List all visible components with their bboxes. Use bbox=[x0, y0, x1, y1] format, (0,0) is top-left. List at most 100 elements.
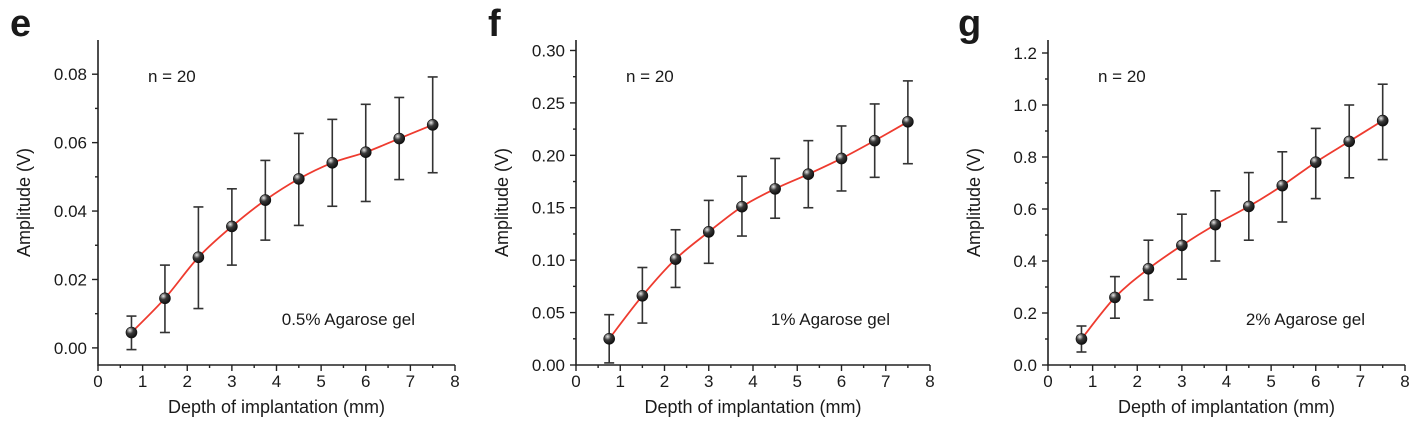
sample-size-label: n = 20 bbox=[1098, 67, 1146, 86]
y-tick-label: 0.25 bbox=[532, 94, 565, 113]
x-tick-label: 7 bbox=[881, 372, 890, 391]
data-point bbox=[1243, 200, 1255, 213]
x-tick-label: 8 bbox=[925, 372, 934, 391]
x-tick-label: 3 bbox=[227, 372, 236, 391]
data-point bbox=[159, 292, 171, 305]
data-point bbox=[1109, 291, 1121, 304]
fit-curve bbox=[130, 124, 434, 334]
panel-letter: g bbox=[958, 3, 981, 45]
data-point bbox=[293, 173, 305, 185]
x-tick-label: 1 bbox=[1088, 372, 1097, 391]
panel-letter: f bbox=[488, 3, 501, 45]
chart-panel-g: g 0 1 2 3 4 5 6 7 8 0.0 0.2 0.4 0.6 0.8 1.0 1.2 Depth of … bbox=[950, 0, 1419, 430]
y-tick-label: 0.30 bbox=[532, 41, 565, 60]
y-tick-label: 0.0 bbox=[1013, 356, 1037, 375]
data-point bbox=[426, 119, 439, 131]
y-tick-label: 0.10 bbox=[532, 251, 565, 270]
x-axis-title: Depth of implantation (mm) bbox=[644, 397, 861, 417]
x-tick-label: 5 bbox=[793, 372, 802, 391]
x-tick-label: 3 bbox=[1177, 372, 1186, 391]
x-tick-label: 0 bbox=[1043, 372, 1052, 391]
y-axis-title: Amplitude (V) bbox=[964, 148, 984, 257]
y-tick-label: 0.6 bbox=[1013, 200, 1037, 219]
y-tick-label: 0.02 bbox=[54, 270, 87, 289]
y-tick-label: 0.15 bbox=[532, 199, 565, 218]
y-axis-title: Amplitude (V) bbox=[492, 148, 512, 257]
x-tick-label: 4 bbox=[272, 372, 281, 391]
data-point bbox=[603, 332, 615, 345]
data-point bbox=[1142, 262, 1155, 275]
x-tick-label: 1 bbox=[616, 372, 625, 391]
x-tick-label: 7 bbox=[1356, 372, 1365, 391]
data-point bbox=[125, 326, 138, 339]
data-point bbox=[736, 200, 748, 213]
data-point bbox=[359, 146, 372, 159]
x-tick-label: 6 bbox=[1311, 372, 1320, 391]
x-tick-label: 5 bbox=[1266, 372, 1275, 391]
x-tick-label: 3 bbox=[704, 372, 713, 391]
medium-label: 1% Agarose gel bbox=[771, 310, 890, 329]
x-tick-label: 2 bbox=[660, 372, 669, 391]
data-point bbox=[1343, 135, 1356, 148]
y-tick-label: 0.20 bbox=[532, 146, 565, 165]
data-point bbox=[669, 253, 682, 265]
data-point bbox=[1276, 179, 1289, 192]
medium-label: 0.5% Agarose gel bbox=[282, 310, 415, 329]
medium-label: 2% Agarose gel bbox=[1246, 310, 1365, 329]
y-tick-label: 1.2 bbox=[1013, 44, 1037, 63]
fit-curve bbox=[608, 120, 909, 340]
x-tick-label: 0 bbox=[93, 372, 102, 391]
y-tick-label: 1.0 bbox=[1013, 96, 1037, 115]
chart-svg-g: g 0 1 2 3 4 5 6 7 8 0.0 0.2 0.4 0.6 0.8 1.0 1.2 Depth of … bbox=[958, 3, 1410, 417]
data-point bbox=[226, 220, 238, 233]
x-tick-label: 6 bbox=[361, 372, 370, 391]
data-point bbox=[326, 157, 339, 169]
data-point bbox=[1075, 333, 1088, 345]
data-point bbox=[868, 134, 881, 147]
x-tick-label: 0 bbox=[571, 372, 580, 391]
y-tick-label: 0.00 bbox=[54, 339, 87, 358]
x-tick-label: 8 bbox=[1400, 372, 1409, 391]
x-axis-title: Depth of implantation (mm) bbox=[1118, 397, 1335, 417]
data-point bbox=[636, 290, 649, 302]
panel-letter: e bbox=[10, 3, 31, 45]
data-point bbox=[835, 152, 848, 165]
chart-svg-e: e 0 1 2 3 4 5 6 7 8 0.00 0.02 0.04 0.06 0.08 Depth of i… bbox=[10, 3, 460, 417]
fit-curve bbox=[1080, 119, 1384, 340]
chart-panel-f: f 0 1 2 3 4 5 6 7 8 0.00 0.05 0.10 0.15 0.20 0.25 0.30 De… bbox=[478, 0, 948, 430]
x-tick-label: 2 bbox=[1133, 372, 1142, 391]
y-axis-title: Amplitude (V) bbox=[14, 148, 34, 257]
x-tick-label: 8 bbox=[450, 372, 459, 391]
y-tick-label: 0.8 bbox=[1013, 148, 1037, 167]
x-tick-label: 4 bbox=[1222, 372, 1231, 391]
x-tick-label: 7 bbox=[406, 372, 415, 391]
y-tick-label: 0.05 bbox=[532, 304, 565, 323]
sample-size-label: n = 20 bbox=[626, 67, 674, 86]
x-tick-label: 5 bbox=[316, 372, 325, 391]
data-point bbox=[192, 251, 205, 264]
x-tick-label: 4 bbox=[748, 372, 757, 391]
data-point bbox=[1309, 156, 1322, 168]
x-tick-label: 1 bbox=[138, 372, 147, 391]
data-point bbox=[1176, 239, 1188, 252]
data-point bbox=[769, 183, 781, 195]
data-point bbox=[1209, 218, 1222, 231]
data-point bbox=[802, 168, 815, 180]
sample-size-label: n = 20 bbox=[148, 67, 196, 86]
y-tick-label: 0.00 bbox=[532, 356, 565, 375]
y-tick-label: 0.2 bbox=[1013, 304, 1037, 323]
data-point bbox=[902, 115, 914, 128]
x-tick-label: 6 bbox=[837, 372, 846, 391]
chart-panel-e: e 0 1 2 3 4 5 6 7 8 0.00 0.02 0.04 0.06 0.08 Depth of i… bbox=[0, 0, 470, 430]
y-tick-label: 0.06 bbox=[54, 134, 87, 153]
data-point bbox=[259, 194, 272, 206]
data-point bbox=[393, 132, 406, 145]
data-point bbox=[702, 226, 715, 238]
data-point bbox=[1376, 114, 1389, 127]
y-tick-label: 0.04 bbox=[54, 202, 87, 221]
y-tick-label: 0.4 bbox=[1013, 252, 1037, 271]
x-tick-label: 2 bbox=[183, 372, 192, 391]
x-axis-title: Depth of implantation (mm) bbox=[168, 397, 385, 417]
chart-svg-f: f 0 1 2 3 4 5 6 7 8 0.00 0.05 0.10 0.15 0.20 0.25 0.30 De… bbox=[488, 3, 935, 417]
y-tick-label: 0.08 bbox=[54, 65, 87, 84]
